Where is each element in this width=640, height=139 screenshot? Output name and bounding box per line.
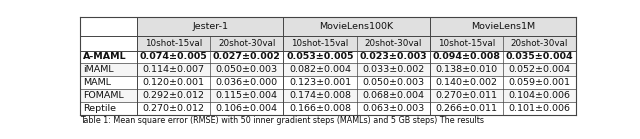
- Text: 0.166±0.008: 0.166±0.008: [289, 104, 351, 113]
- Bar: [80, 76, 576, 89]
- Bar: [503, 36, 576, 51]
- Text: 0.270±0.012: 0.270±0.012: [143, 104, 205, 113]
- Text: 0.101±0.006: 0.101±0.006: [508, 104, 570, 113]
- Bar: [80, 63, 576, 76]
- Text: 0.104±0.006: 0.104±0.006: [508, 91, 570, 100]
- Text: MAML: MAML: [83, 78, 111, 87]
- Text: 10shot-15val: 10shot-15val: [438, 39, 495, 48]
- Bar: [356, 36, 429, 51]
- Text: 0.035±0.004: 0.035±0.004: [506, 53, 573, 61]
- Text: Reptile: Reptile: [83, 104, 116, 113]
- Text: MovieLens100K: MovieLens100K: [319, 22, 394, 31]
- Bar: [80, 51, 576, 63]
- Text: 0.114±0.007: 0.114±0.007: [143, 65, 205, 74]
- Text: 20shot-30val: 20shot-30val: [511, 39, 568, 48]
- Text: 0.050±0.003: 0.050±0.003: [362, 78, 424, 87]
- Text: 0.106±0.004: 0.106±0.004: [216, 104, 278, 113]
- Bar: [284, 36, 356, 51]
- Bar: [80, 89, 576, 102]
- Text: 0.063±0.003: 0.063±0.003: [362, 104, 424, 113]
- Text: 0.059±0.001: 0.059±0.001: [508, 78, 570, 87]
- Text: iMAML: iMAML: [83, 65, 114, 74]
- Text: MovieLens1M: MovieLens1M: [471, 22, 535, 31]
- Text: Table 1: Mean square error (RMSE) with 50 inner gradient steps (MAMLs) and 5 GB : Table 1: Mean square error (RMSE) with 5…: [80, 116, 484, 125]
- Text: 20shot-30val: 20shot-30val: [364, 39, 422, 48]
- Bar: [284, 17, 429, 36]
- Text: Jester-1: Jester-1: [192, 22, 228, 31]
- Bar: [429, 17, 576, 36]
- Text: 0.123±0.001: 0.123±0.001: [289, 78, 351, 87]
- Text: 0.053±0.005: 0.053±0.005: [286, 53, 354, 61]
- Text: 0.140±0.002: 0.140±0.002: [435, 78, 497, 87]
- Bar: [80, 17, 137, 36]
- Text: 0.050±0.003: 0.050±0.003: [216, 65, 278, 74]
- Text: 0.120±0.001: 0.120±0.001: [143, 78, 205, 87]
- Text: 20shot-30val: 20shot-30val: [218, 39, 275, 48]
- Text: 0.292±0.012: 0.292±0.012: [143, 91, 205, 100]
- Text: 0.036±0.000: 0.036±0.000: [216, 78, 278, 87]
- Text: FOMAML: FOMAML: [83, 91, 124, 100]
- Text: 0.094±0.008: 0.094±0.008: [432, 53, 500, 61]
- Text: 0.138±0.010: 0.138±0.010: [435, 65, 497, 74]
- Text: A-MAML: A-MAML: [83, 53, 127, 61]
- Bar: [137, 17, 284, 36]
- Text: 10shot-15val: 10shot-15val: [145, 39, 202, 48]
- Text: 0.033±0.002: 0.033±0.002: [362, 65, 424, 74]
- Bar: [210, 36, 284, 51]
- Bar: [137, 36, 210, 51]
- Text: 0.270±0.011: 0.270±0.011: [435, 91, 497, 100]
- Bar: [429, 36, 503, 51]
- Text: 0.023±0.003: 0.023±0.003: [359, 53, 427, 61]
- Text: 0.115±0.004: 0.115±0.004: [216, 91, 278, 100]
- Text: 10shot-15val: 10shot-15val: [291, 39, 349, 48]
- Text: 0.027±0.002: 0.027±0.002: [213, 53, 281, 61]
- Text: 0.266±0.011: 0.266±0.011: [435, 104, 497, 113]
- Text: 0.068±0.004: 0.068±0.004: [362, 91, 424, 100]
- Text: 0.052±0.004: 0.052±0.004: [508, 65, 570, 74]
- Text: 0.174±0.008: 0.174±0.008: [289, 91, 351, 100]
- Bar: [80, 102, 576, 115]
- Text: 0.074±0.005: 0.074±0.005: [140, 53, 207, 61]
- Text: 0.082±0.004: 0.082±0.004: [289, 65, 351, 74]
- Bar: [80, 36, 137, 51]
